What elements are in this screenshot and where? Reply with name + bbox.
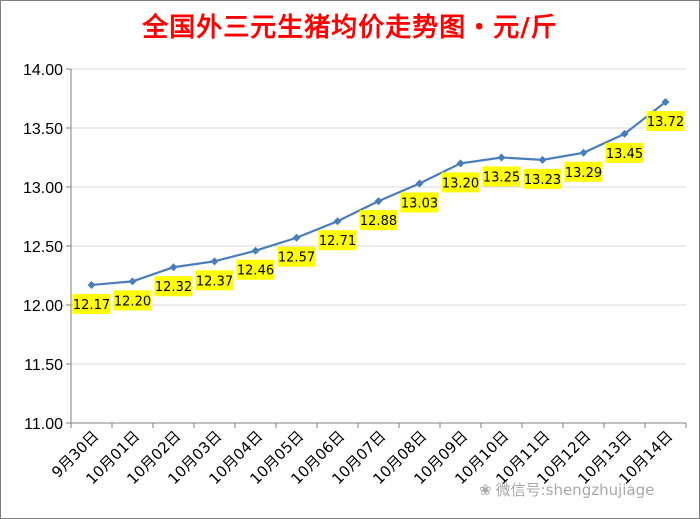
- data-label: 12.20: [114, 294, 151, 309]
- y-tick-label: 11.50: [24, 357, 63, 374]
- data-label: 12.88: [360, 214, 397, 229]
- data-point: [456, 159, 465, 168]
- y-tick-label: 13.00: [23, 180, 63, 197]
- data-label: 12.71: [319, 234, 356, 249]
- data-point: [169, 263, 178, 272]
- y-tick-label: 12.50: [23, 239, 63, 256]
- data-point: [128, 277, 137, 286]
- data-label-bg: [154, 276, 193, 297]
- data-label-bg: [646, 111, 685, 132]
- data-label-bg: [400, 192, 439, 213]
- data-label: 13.23: [524, 173, 561, 188]
- data-label-bg: [359, 210, 398, 231]
- data-label-bg: [236, 259, 275, 280]
- data-label: 12.57: [278, 251, 315, 266]
- data-point: [661, 98, 670, 107]
- wechat-icon: ❀: [479, 481, 492, 499]
- data-point: [292, 233, 301, 242]
- data-label-bg: [441, 172, 480, 193]
- data-label: 13.20: [442, 176, 479, 191]
- data-point: [87, 280, 96, 289]
- data-label: 12.32: [155, 280, 192, 295]
- axes: 11.0011.5012.0012.5013.0013.5014.009月30日…: [23, 62, 687, 488]
- y-tick-label: 11.00: [24, 416, 63, 433]
- gridlines: [71, 68, 686, 424]
- data-label: 13.29: [565, 166, 602, 181]
- data-label-bg: [523, 168, 562, 189]
- data-point: [251, 246, 260, 255]
- data-label: 12.37: [196, 274, 233, 289]
- data-label: 13.25: [483, 171, 520, 186]
- data-label: 12.17: [73, 298, 110, 313]
- watermark-text: 微信号:shengzhujiage: [495, 481, 655, 499]
- data-label-bg: [72, 293, 111, 314]
- series-path: [91, 101, 667, 287]
- data-label-bg: [605, 142, 644, 163]
- data-point: [579, 148, 588, 157]
- data-label-bg: [564, 161, 603, 182]
- y-tick-label: 14.00: [23, 62, 63, 79]
- watermark: ❀ 微信号:shengzhujiage: [479, 479, 654, 500]
- y-tick-label: 13.50: [23, 121, 63, 138]
- data-point: [538, 155, 547, 164]
- data-point: [210, 257, 219, 266]
- y-tick-label: 12.00: [23, 298, 63, 315]
- data-point: [374, 197, 383, 206]
- chart-title: 全国外三元生猪均价走势图・元/斤: [142, 13, 558, 43]
- data-point: [415, 179, 424, 188]
- data-label-bg: [195, 270, 234, 291]
- data-label: 13.03: [401, 196, 438, 211]
- data-label-bg: [318, 230, 357, 251]
- series-line: [87, 98, 670, 289]
- data-point: [620, 129, 629, 138]
- data-label-bg: [277, 246, 316, 267]
- data-label-bg: [482, 166, 521, 187]
- data-labels: 12.17 12.20 12.32 12.37 12.46 12.57 12.71 12.88…: [72, 111, 685, 314]
- data-label-bg: [113, 290, 152, 311]
- data-label: 13.72: [647, 115, 684, 130]
- data-label: 12.46: [237, 264, 274, 279]
- data-point: [333, 217, 342, 226]
- data-point: [497, 153, 506, 162]
- data-label: 13.45: [606, 147, 643, 162]
